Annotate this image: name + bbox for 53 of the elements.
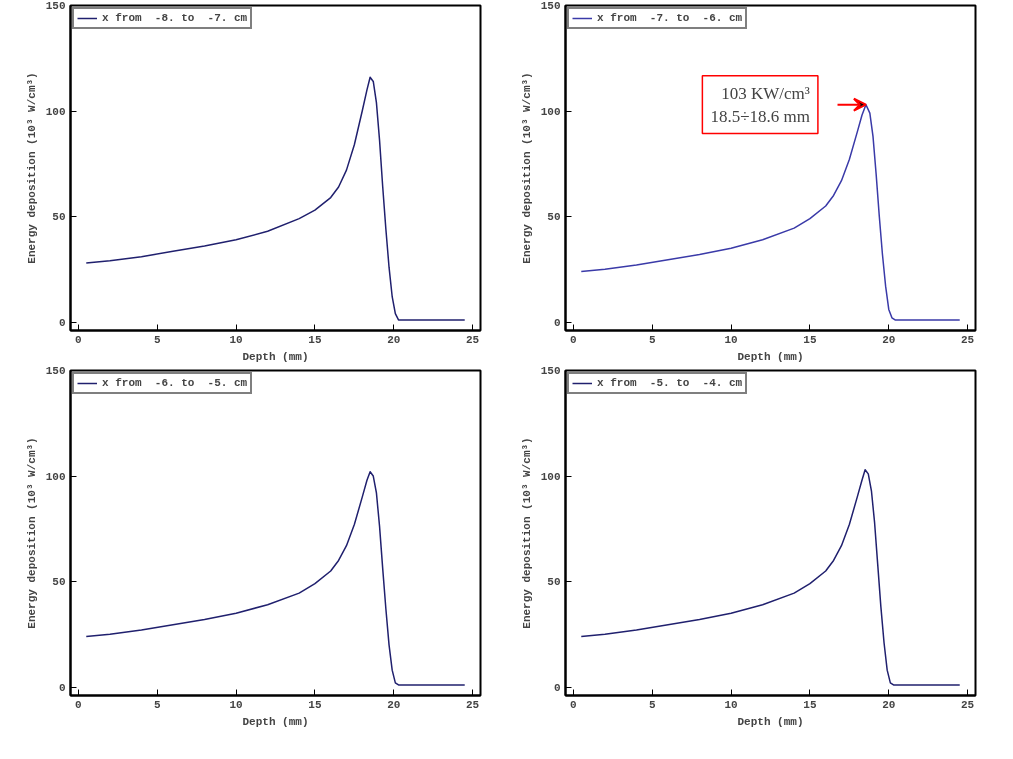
legend-label: x from -5. to -4. cm — [597, 377, 743, 389]
y-axis-title: Energy deposition (10³ W/cm³) — [25, 72, 38, 264]
y-tick-label: 150 — [45, 0, 66, 12]
x-axis-title: Depth (mm) — [737, 715, 804, 728]
x-tick-label: 20 — [387, 698, 401, 711]
x-axis-title: Depth (mm) — [242, 715, 309, 728]
x-tick-label: 0 — [570, 333, 577, 346]
y-tick-label: 150 — [540, 0, 561, 12]
legend-label: x from -7. to -6. cm — [597, 12, 743, 24]
y-tick-label: 100 — [45, 470, 66, 483]
legend-label: x from -6. to -5. cm — [102, 377, 248, 389]
x-tick-label: 25 — [961, 698, 975, 711]
x-tick-label: 20 — [882, 333, 896, 346]
legend-label: x from -8. to -7. cm — [102, 12, 248, 24]
x-tick-label: 15 — [803, 698, 817, 711]
x-axis-title: Depth (mm) — [737, 350, 804, 363]
y-tick-label: 50 — [547, 211, 561, 224]
x-axis-title: Depth (mm) — [242, 350, 309, 363]
y-tick-label: 0 — [58, 316, 66, 329]
y-tick-label: 0 — [58, 681, 66, 694]
x-tick-label: 25 — [961, 333, 975, 346]
x-tick-label: 5 — [648, 698, 656, 711]
y-tick-label: 50 — [52, 576, 66, 589]
annotation: 103 KW/cm³ 18.5÷18.6 mm — [710, 83, 810, 126]
x-tick-label: 10 — [229, 333, 243, 346]
y-tick-label: 0 — [553, 681, 561, 694]
x-tick-label: 0 — [75, 698, 82, 711]
x-tick-label: 20 — [387, 333, 401, 346]
x-tick-label: 15 — [803, 333, 817, 346]
x-tick-label: 5 — [648, 333, 656, 346]
x-tick-label: 10 — [229, 698, 243, 711]
y-tick-label: 150 — [540, 365, 561, 377]
x-tick-label: 25 — [466, 333, 480, 346]
x-tick-label: 0 — [570, 698, 577, 711]
x-tick-label: 15 — [308, 698, 322, 711]
x-tick-label: 10 — [724, 333, 738, 346]
y-tick-label: 100 — [540, 470, 561, 483]
x-tick-label: 10 — [724, 698, 738, 711]
y-tick-label: 100 — [45, 105, 66, 118]
y-tick-label: 150 — [45, 365, 66, 377]
x-tick-label: 5 — [153, 333, 161, 346]
x-tick-label: 20 — [882, 698, 896, 711]
y-tick-label: 50 — [547, 576, 561, 589]
y-tick-label: 100 — [540, 105, 561, 118]
x-tick-label: 0 — [75, 333, 82, 346]
x-tick-label: 15 — [308, 333, 322, 346]
x-tick-label: 5 — [153, 698, 161, 711]
y-tick-label: 50 — [52, 211, 66, 224]
x-tick-label: 25 — [466, 698, 480, 711]
y-axis-title: Energy deposition (10³ W/cm³) — [25, 437, 38, 629]
y-axis-title: Energy deposition (10³ W/cm³) — [520, 72, 533, 264]
y-axis-title: Energy deposition (10³ W/cm³) — [520, 437, 533, 629]
y-tick-label: 0 — [553, 316, 561, 329]
